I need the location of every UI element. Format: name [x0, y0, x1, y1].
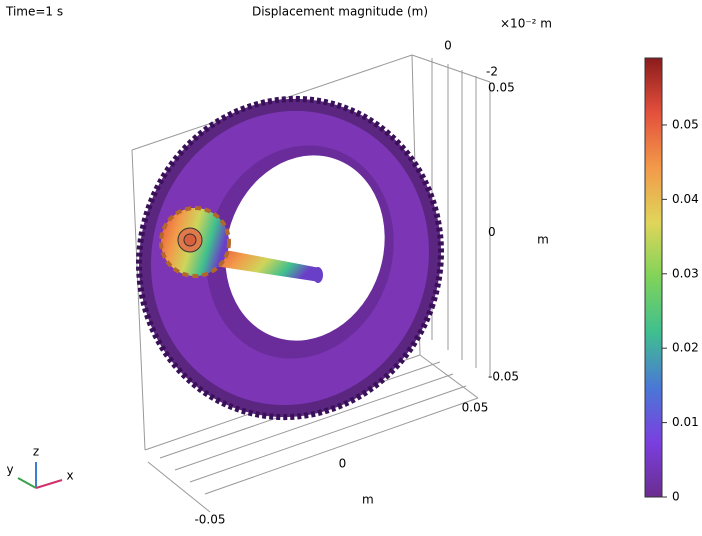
gear: [98, 59, 482, 456]
axis-unit: m: [362, 493, 374, 507]
time-label: Time=1 s: [5, 5, 63, 19]
triad: z y x: [6, 445, 73, 489]
colorbar-tick-label: 0.02: [672, 341, 699, 355]
axis-unit: ×10⁻² m: [500, 17, 552, 31]
chart: Time=1 s Displacement magnitude (m) z y …: [0, 0, 702, 532]
axis-tick-label: -0.05: [194, 513, 225, 527]
colorbar-tick-label: 0.04: [672, 192, 699, 206]
axis-tick-label: 0: [444, 39, 452, 53]
chart-title: Displacement magnitude (m): [252, 5, 428, 19]
colorbar-tick-label: 0.03: [672, 266, 699, 280]
colorbar: [645, 58, 662, 497]
colorbar-tick-label: 0.05: [672, 117, 699, 131]
axis-tick-label: 0: [488, 225, 496, 239]
axis-tick-label: -0.05: [488, 370, 519, 384]
colorbar-tick-label: 0: [672, 490, 680, 504]
axis-unit: m: [537, 233, 549, 247]
triad-label: x: [66, 469, 73, 483]
triad-label: z: [33, 445, 39, 459]
axis-tick-label: 0.05: [462, 401, 489, 415]
triad-label: y: [6, 463, 13, 477]
axis-tick-label: 0.05: [488, 81, 515, 95]
colorbar-tick-label: 0.01: [672, 415, 699, 429]
axis-tick-label: -2: [486, 65, 498, 79]
axis-tick-label: 0: [339, 457, 347, 471]
